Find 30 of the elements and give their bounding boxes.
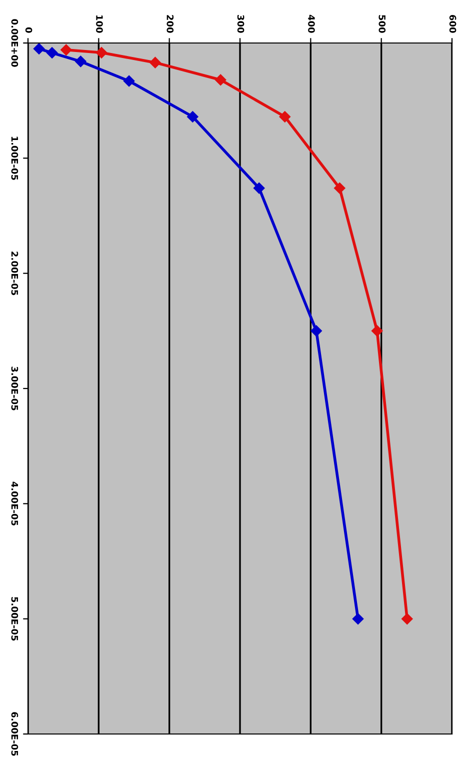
point (75, 56, 86, 68)
x-tick-label: 100 (96, 15, 103, 33)
point (123, 75, 135, 87)
x-tick-label: 400 (308, 14, 315, 33)
y-tick-label: 3.00E-05 (11, 366, 18, 410)
x-tick-label: 0 (25, 27, 32, 33)
y-tick-label: 0.00E+00 (11, 19, 18, 67)
point (279, 111, 290, 122)
point (46, 47, 58, 58)
point (96, 47, 108, 58)
point (33, 43, 45, 54)
point (214, 74, 226, 86)
point (60, 44, 72, 56)
point (187, 111, 198, 122)
point (402, 613, 413, 624)
point (371, 325, 383, 337)
point (334, 182, 346, 194)
y-tick-label: 6.00E-05 (11, 712, 18, 756)
x-tick-label: 200 (166, 15, 174, 33)
x-tick-label: 600 (449, 14, 456, 33)
point (253, 182, 265, 194)
y-tick-label: 5.00E-05 (11, 597, 18, 641)
point (150, 56, 161, 68)
point (352, 613, 364, 624)
y-tick-label: 4.00E-05 (11, 482, 18, 526)
point (310, 325, 322, 337)
x-tick-label: 300 (237, 15, 244, 33)
y-tick-label: 1.00E-05 (11, 136, 18, 180)
x-tick-label: 500 (378, 15, 386, 33)
y-tick-label: 2.00E-05 (11, 252, 18, 296)
